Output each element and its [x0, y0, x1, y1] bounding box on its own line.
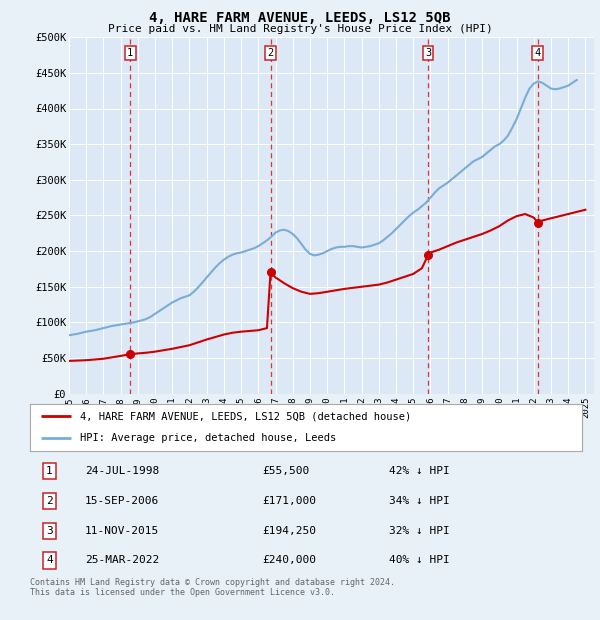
Text: 15-SEP-2006: 15-SEP-2006 — [85, 496, 160, 506]
Text: 40% ↓ HPI: 40% ↓ HPI — [389, 556, 449, 565]
Text: 4: 4 — [535, 48, 541, 58]
Text: Contains HM Land Registry data © Crown copyright and database right 2024.
This d: Contains HM Land Registry data © Crown c… — [30, 578, 395, 597]
Text: £240,000: £240,000 — [262, 556, 316, 565]
Text: 4: 4 — [46, 556, 53, 565]
Text: 1: 1 — [127, 48, 133, 58]
Text: 3: 3 — [46, 526, 53, 536]
Text: £171,000: £171,000 — [262, 496, 316, 506]
Text: 2: 2 — [268, 48, 274, 58]
Text: £194,250: £194,250 — [262, 526, 316, 536]
Text: 11-NOV-2015: 11-NOV-2015 — [85, 526, 160, 536]
Text: 1: 1 — [46, 466, 53, 476]
Text: 4, HARE FARM AVENUE, LEEDS, LS12 5QB: 4, HARE FARM AVENUE, LEEDS, LS12 5QB — [149, 11, 451, 25]
Text: 42% ↓ HPI: 42% ↓ HPI — [389, 466, 449, 476]
Text: 32% ↓ HPI: 32% ↓ HPI — [389, 526, 449, 536]
Text: 3: 3 — [425, 48, 431, 58]
Text: 34% ↓ HPI: 34% ↓ HPI — [389, 496, 449, 506]
Text: 25-MAR-2022: 25-MAR-2022 — [85, 556, 160, 565]
Text: 2: 2 — [46, 496, 53, 506]
Text: 4, HARE FARM AVENUE, LEEDS, LS12 5QB (detached house): 4, HARE FARM AVENUE, LEEDS, LS12 5QB (de… — [80, 411, 411, 422]
Text: 24-JUL-1998: 24-JUL-1998 — [85, 466, 160, 476]
Text: HPI: Average price, detached house, Leeds: HPI: Average price, detached house, Leed… — [80, 433, 336, 443]
Text: £55,500: £55,500 — [262, 466, 309, 476]
Text: Price paid vs. HM Land Registry's House Price Index (HPI): Price paid vs. HM Land Registry's House … — [107, 24, 493, 33]
